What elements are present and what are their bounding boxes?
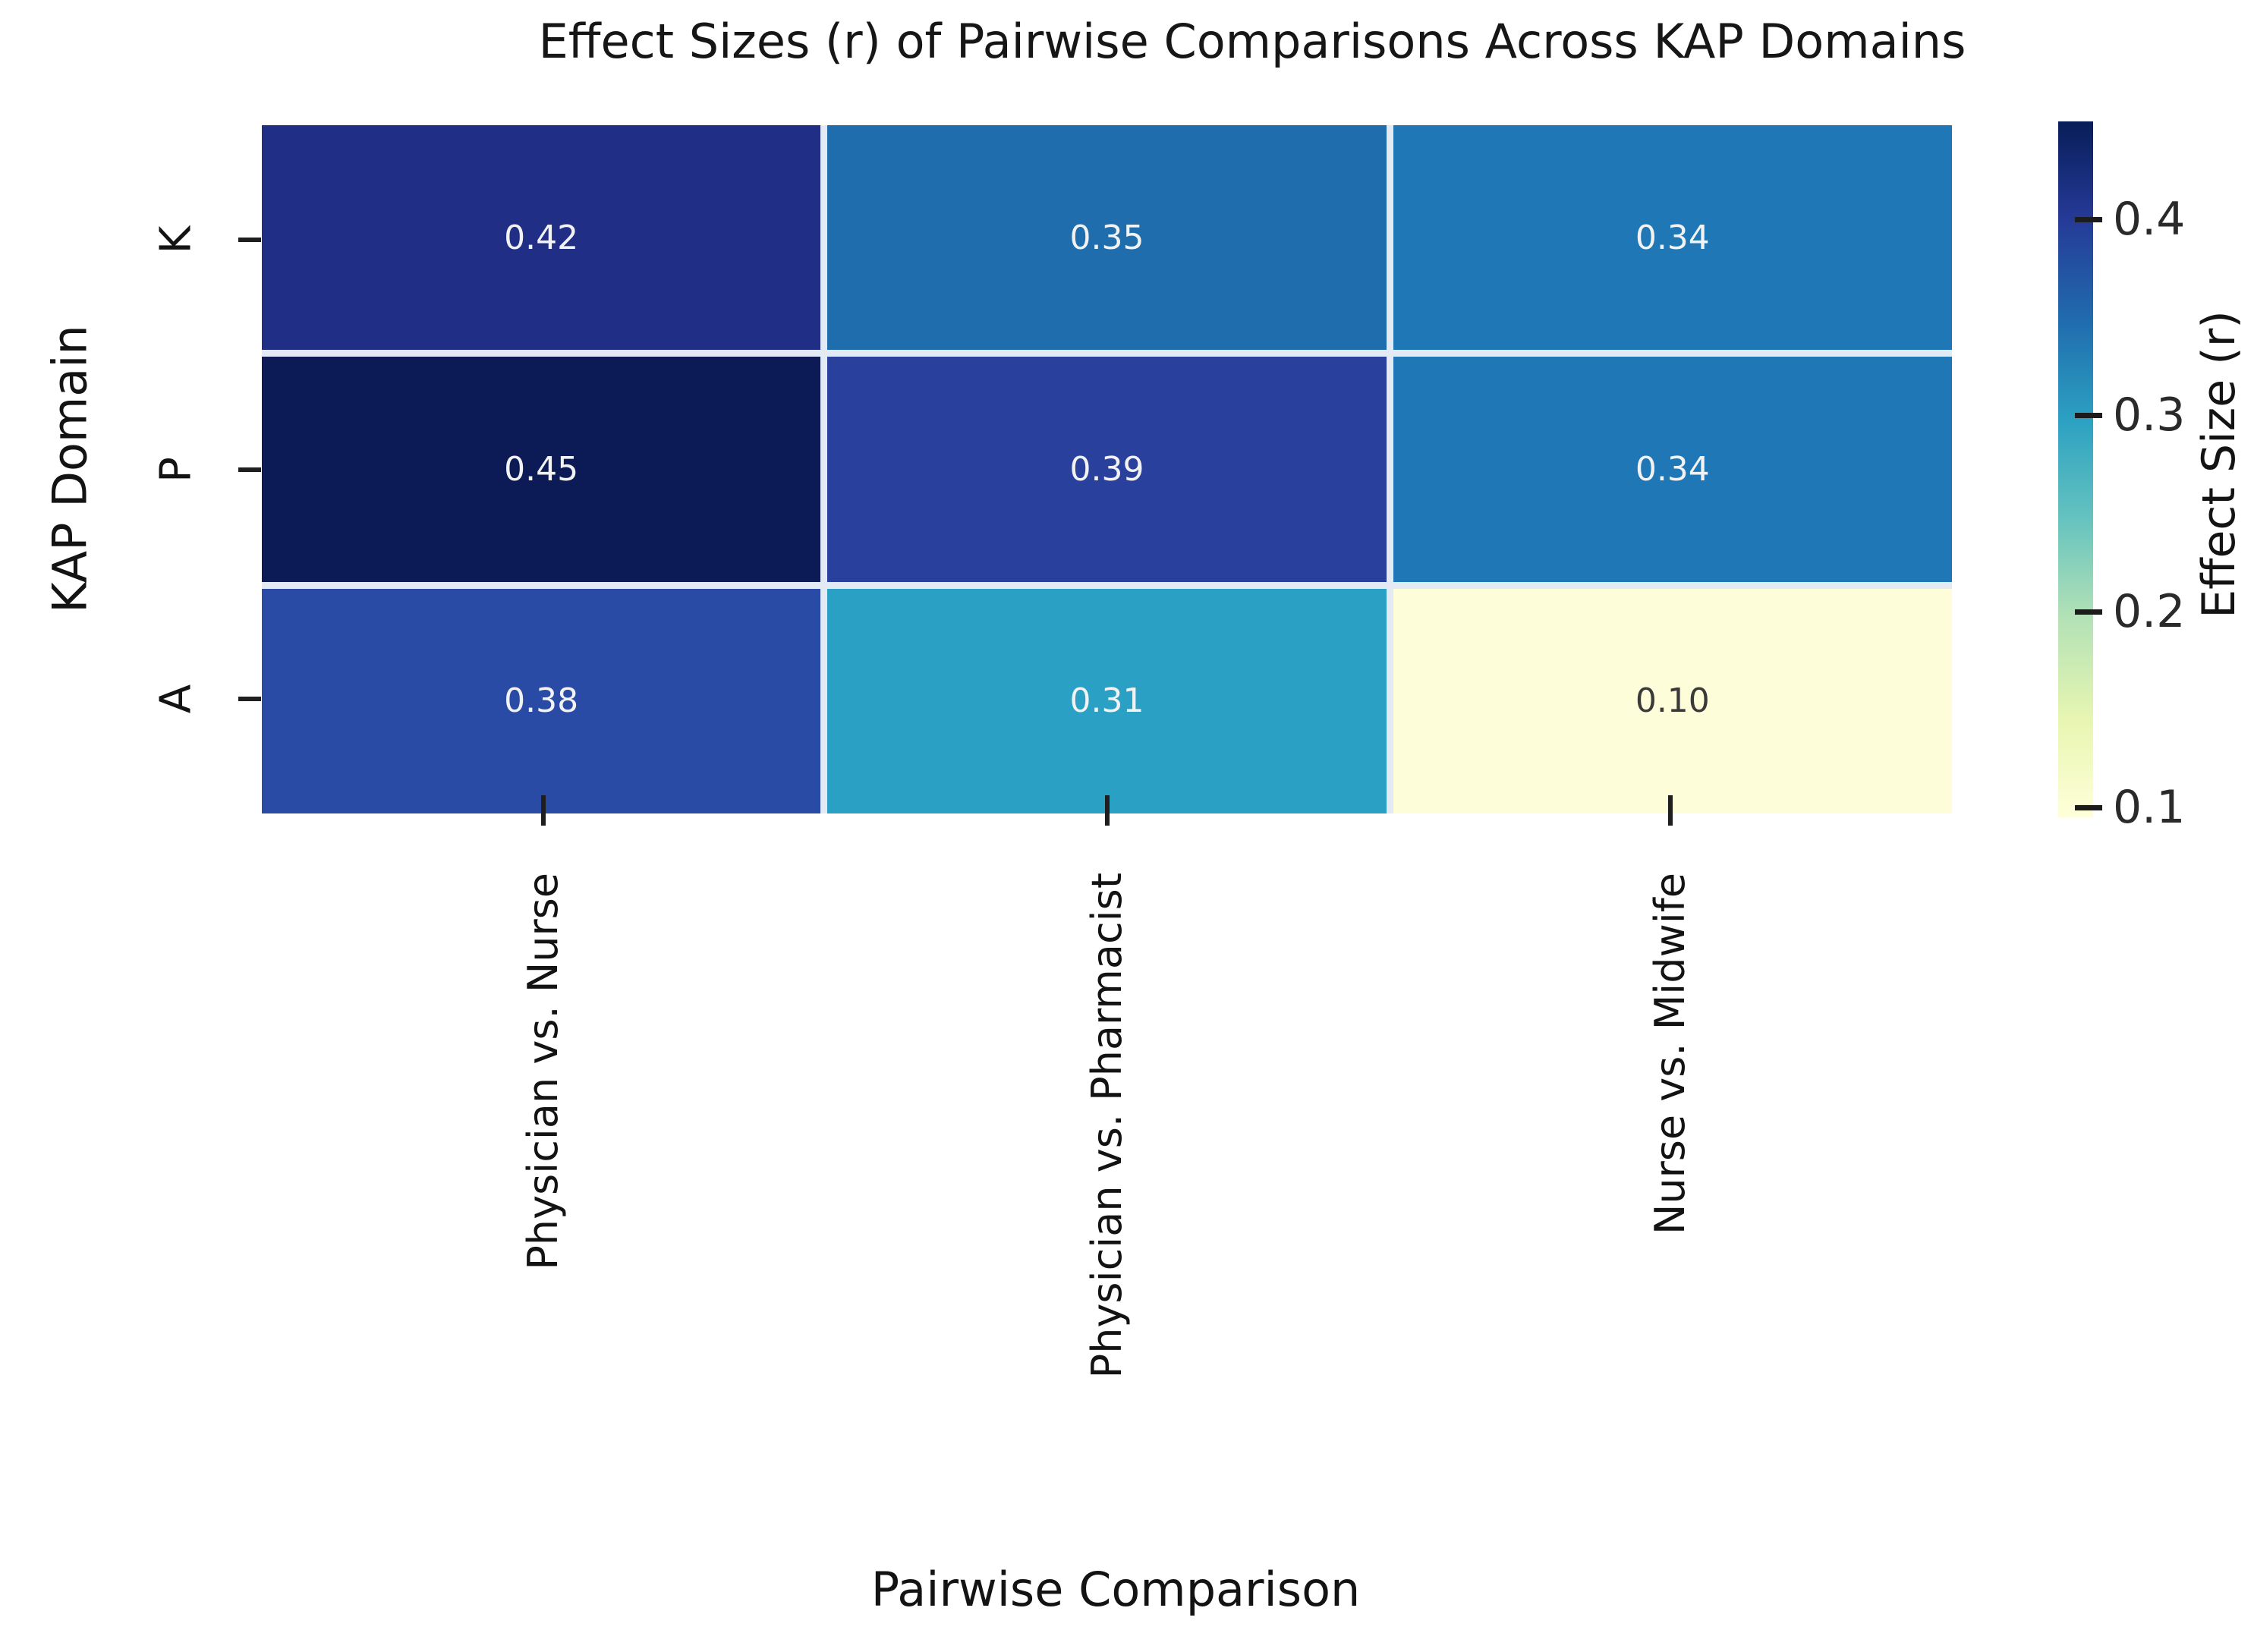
x-tick-label-1: Physician vs. Nurse	[519, 873, 567, 1270]
colorbar-tick-mark-0.4	[2075, 217, 2102, 223]
heatmap-cell-A-2: 0.31	[827, 588, 1387, 813]
y-tick-label-K: K	[151, 225, 201, 254]
x-tick-mark-2	[1105, 795, 1110, 826]
colorbar	[2058, 121, 2093, 818]
colorbar-title: Effect Size (r)	[2193, 310, 2246, 618]
heatmap-cell-P-2: 0.39	[827, 357, 1387, 582]
heatmap-cell-K-1: 0.42	[262, 125, 821, 351]
heatmap-cell-A-1: 0.38	[262, 588, 821, 813]
heatmap-cell-A-3: 0.10	[1393, 588, 1952, 813]
colorbar-tick-label-0.4: 0.4	[2113, 193, 2186, 247]
y-tick-label-A: A	[151, 684, 201, 714]
x-tick-label-2: Physician vs. Pharmacist	[1083, 873, 1131, 1379]
y-tick-mark-1	[238, 238, 261, 242]
colorbar-tick-label-0.3: 0.3	[2113, 389, 2186, 442]
y-tick-label-P: P	[151, 457, 201, 483]
heatmap-grid: 0.42 0.35 0.34 0.45 0.39 0.34 0.38 0.31 0.10	[262, 125, 1952, 813]
y-tick-mark-3	[238, 697, 261, 701]
chart-title: Effect Sizes (r) of Pairwise Comparisons…	[538, 14, 1966, 69]
heatmap-cell-K-3: 0.34	[1393, 125, 1952, 351]
colorbar-tick-label-0.1: 0.1	[2113, 781, 2186, 835]
x-axis-title: Pairwise Comparison	[870, 1562, 1361, 1617]
x-tick-mark-3	[1668, 795, 1673, 826]
y-axis-title: KAP Domain	[42, 325, 98, 613]
colorbar-tick-mark-0.1	[2075, 805, 2102, 811]
heatmap-cell-P-3: 0.34	[1393, 357, 1952, 582]
colorbar-tick-mark-0.3	[2075, 413, 2102, 419]
heatmap-cell-P-1: 0.45	[262, 357, 821, 582]
colorbar-tick-mark-0.2	[2075, 609, 2102, 615]
x-tick-mark-1	[541, 795, 546, 826]
y-tick-mark-2	[238, 467, 261, 472]
heatmap-cell-K-2: 0.35	[827, 125, 1387, 351]
x-tick-label-3: Nurse vs. Midwife	[1646, 873, 1694, 1235]
colorbar-tick-label-0.2: 0.2	[2113, 585, 2186, 639]
